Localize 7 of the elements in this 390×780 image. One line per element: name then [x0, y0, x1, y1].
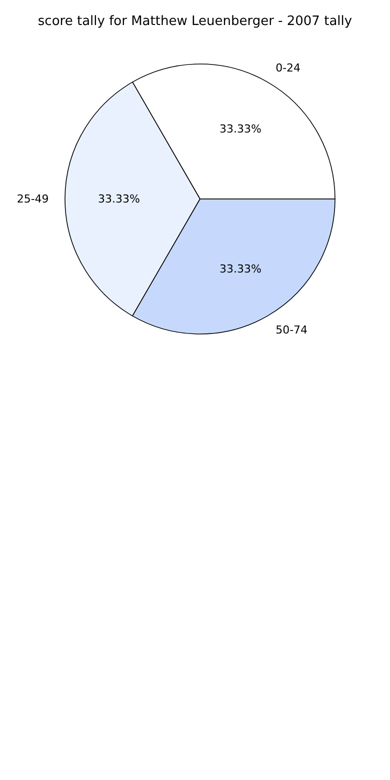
- data-label: 33.33%: [220, 262, 262, 276]
- slice-label: 50-74: [276, 323, 308, 336]
- data-label: 33.33%: [220, 122, 262, 136]
- chart-title: score tally for Matthew Leuenberger - 2007 tally: [36, 14, 354, 29]
- slice-label: 25-49: [16, 192, 49, 206]
- data-label: 33.33%: [98, 192, 140, 206]
- slice-label: 0-24: [276, 62, 301, 75]
